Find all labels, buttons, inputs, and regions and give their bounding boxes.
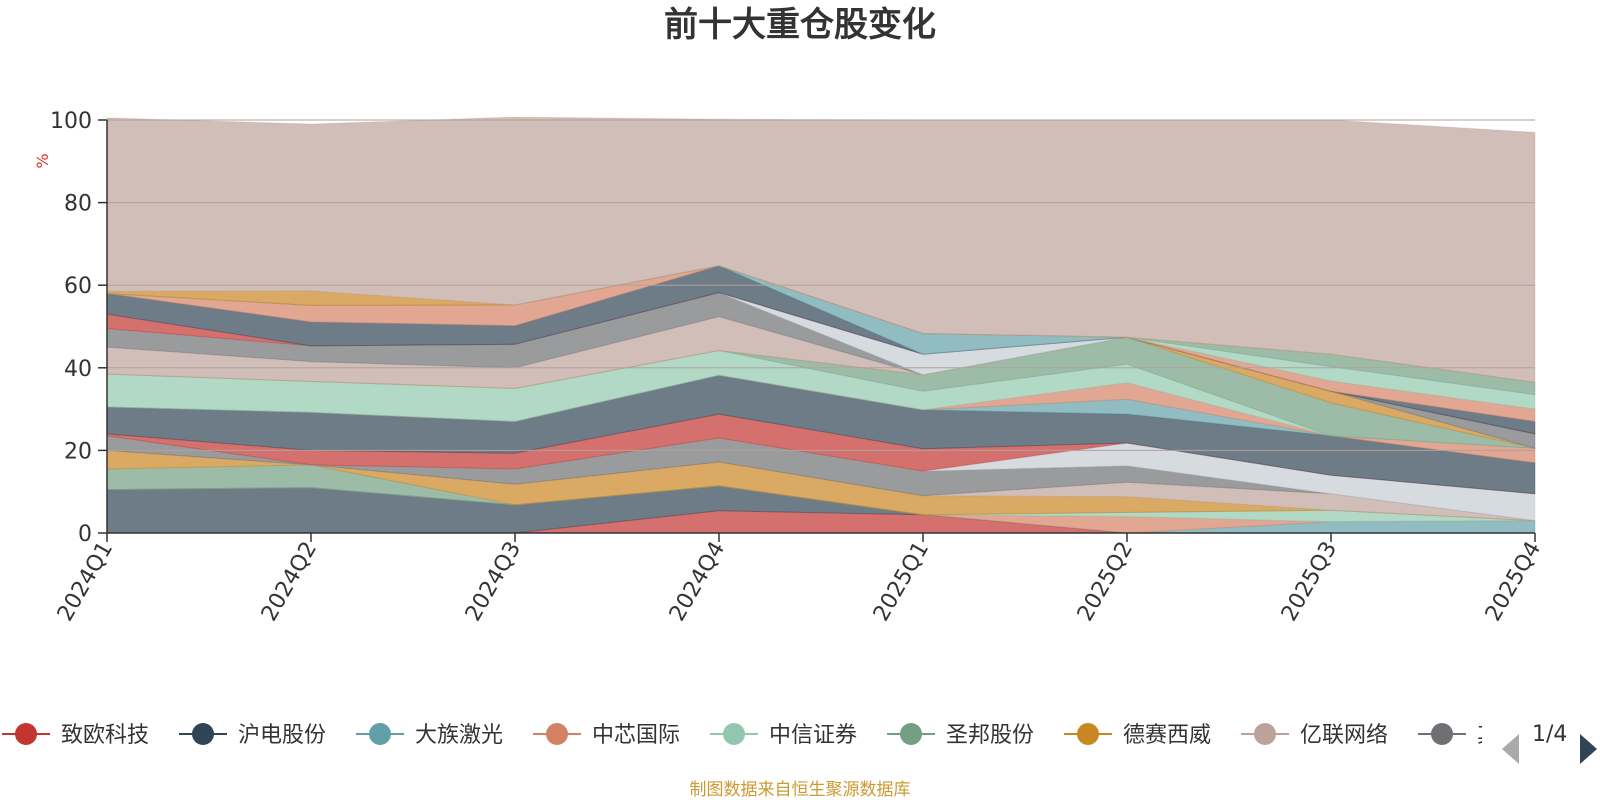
area-series-27[interactable]	[106, 116, 1536, 383]
x-tick-label: 2025Q2	[1073, 538, 1138, 626]
area-series-14[interactable]	[106, 349, 1536, 449]
legend-pager: 1/4	[1502, 722, 1597, 764]
x-tick-label: 2024Q1	[53, 538, 118, 626]
legend-marker-icon	[369, 723, 391, 745]
legend-label: 亿联网络	[1300, 723, 1388, 748]
legend-item[interactable]: 德赛西威	[1064, 723, 1211, 748]
stacked-areas	[106, 116, 1536, 534]
legend: 致欧科技 沪电股份 大族激光 中芯国际 中信证券 圣邦股份 德赛西威 亿联网络 其	[2, 723, 1499, 748]
legend-label: 沪电股份	[238, 723, 326, 748]
legend-marker-icon	[15, 723, 37, 745]
legend-item[interactable]: 致欧科技	[2, 723, 149, 748]
legend-marker-icon	[1077, 723, 1099, 745]
legend-marker-icon	[1431, 723, 1453, 745]
y-tick-label: 20	[64, 439, 92, 464]
y-tick-labels: 0 20 40 60 80 100	[50, 109, 92, 547]
x-tick-label: 2024Q3	[461, 538, 526, 626]
y-tick-label: 100	[50, 109, 92, 134]
legend-marker-icon	[900, 723, 922, 745]
pager-next-icon[interactable]	[1580, 734, 1597, 764]
legend-label: 德赛西威	[1123, 723, 1211, 748]
x-tick-label: 2025Q3	[1277, 538, 1342, 626]
area-series-18[interactable]	[106, 292, 1536, 449]
y-tick-label: 0	[78, 522, 92, 547]
x-tick-label: 2024Q2	[257, 538, 322, 626]
axes	[98, 119, 1536, 542]
y-axis-unit: %	[33, 153, 52, 168]
legend-item[interactable]: 中信证券	[710, 723, 857, 748]
legend-item[interactable]: 中芯国际	[533, 723, 680, 748]
area-series-20[interactable]	[106, 292, 1536, 435]
y-tick-label: 80	[64, 192, 92, 217]
x-tick-label: 2025Q4	[1481, 538, 1546, 626]
y-tick-label: 40	[64, 357, 92, 382]
legend-marker-icon	[1254, 723, 1276, 745]
legend-item[interactable]: 亿联网络	[1241, 723, 1388, 748]
legend-item[interactable]: 其	[1418, 723, 1499, 748]
legend-marker-icon	[192, 723, 214, 745]
x-tick-label: 2025Q1	[869, 538, 934, 626]
chart-title: 前十大重仓股变化	[664, 5, 936, 45]
legend-marker-icon	[723, 723, 745, 745]
x-tick-label: 2024Q4	[665, 538, 730, 626]
legend-label: 中芯国际	[592, 723, 680, 748]
pager-prev-icon[interactable]	[1502, 734, 1519, 764]
x-tick-labels: 2024Q1 2024Q2 2024Q3 2024Q4 2025Q1 2025Q2 2025…	[53, 538, 1546, 626]
legend-item[interactable]: 大族激光	[356, 723, 503, 748]
legend-label: 大族激光	[415, 723, 503, 748]
legend-item[interactable]: 沪电股份	[179, 723, 326, 748]
legend-label: 致欧科技	[61, 723, 149, 748]
legend-label: 其	[1477, 723, 1499, 748]
legend-label: 中信证券	[769, 723, 857, 748]
grid-lines	[107, 119, 1535, 451]
legend-label: 圣邦股份	[946, 723, 1034, 748]
legend-page-indicator: 1/4	[1532, 722, 1567, 747]
y-tick-label: 60	[64, 274, 92, 299]
legend-item[interactable]: 圣邦股份	[887, 723, 1034, 748]
source-note: 制图数据来自恒生聚源数据库	[690, 780, 911, 800]
legend-marker-icon	[546, 723, 568, 745]
